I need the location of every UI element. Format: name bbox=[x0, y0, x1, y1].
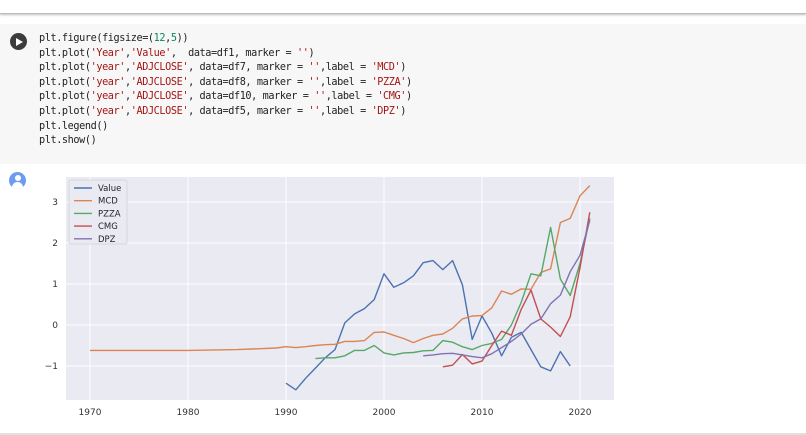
series-line-value bbox=[285, 259, 571, 391]
code-line: plt.figure(figsize=(12,5)) bbox=[39, 33, 189, 44]
x-tick-label: 2000 bbox=[373, 408, 396, 418]
code-line: plt.plot('Year','Value', data=df1, marke… bbox=[39, 47, 315, 59]
x-tick-label: 1980 bbox=[177, 408, 200, 418]
line-chart: 1970 1980 1990 2000 2010 2020 −1 0 1 2 3 Value MCD PZ… bbox=[45, 177, 614, 418]
y-tick-label: 1 bbox=[52, 280, 58, 290]
y-tick-label: 2 bbox=[52, 239, 58, 249]
code-editor[interactable]: plt.figure(figsize=(12,5)) plt.plot('Year… bbox=[39, 32, 412, 149]
previous-cell-edge bbox=[0, 0, 806, 14]
series-line-pzza bbox=[315, 218, 591, 360]
code-cell[interactable]: plt.figure(figsize=(12,5)) plt.plot('Year… bbox=[0, 24, 806, 164]
series-line-mcd bbox=[90, 185, 591, 352]
code-line: plt.legend() bbox=[39, 120, 108, 132]
legend-label: CMG bbox=[98, 222, 118, 232]
series-line-cmg bbox=[442, 212, 591, 368]
legend-label: PZZA bbox=[98, 209, 121, 219]
cell-divider bbox=[0, 433, 806, 435]
y-tick-label: −1 bbox=[45, 362, 58, 372]
code-line: plt.plot('year','ADJCLOSE', data=df10, m… bbox=[39, 91, 412, 103]
legend-label: DPZ bbox=[98, 235, 116, 245]
x-tick-label: 1990 bbox=[275, 408, 298, 418]
x-tick-label: 1970 bbox=[79, 408, 102, 418]
legend-label: Value bbox=[98, 184, 121, 194]
run-cell-button[interactable] bbox=[10, 33, 27, 50]
code-line: plt.plot('year','ADJCLOSE', data=df8, ma… bbox=[39, 76, 412, 88]
y-tick-label: 0 bbox=[52, 321, 58, 331]
code-line: plt.plot('year','ADJCLOSE', data=df7, ma… bbox=[39, 62, 406, 74]
code-line: plt.show() bbox=[39, 135, 97, 147]
x-tick-label: 2010 bbox=[471, 408, 494, 418]
output-avatar-icon bbox=[9, 172, 26, 189]
code-line: plt.plot('year','ADJCLOSE', data=df5, ma… bbox=[39, 105, 406, 117]
y-tick-label: 3 bbox=[52, 198, 58, 208]
legend: Value MCD PZZA CMG DPZ bbox=[68, 179, 128, 245]
x-tick-label: 2020 bbox=[569, 408, 592, 418]
legend-label: MCD bbox=[98, 197, 118, 207]
series-line-dpz bbox=[423, 220, 591, 359]
